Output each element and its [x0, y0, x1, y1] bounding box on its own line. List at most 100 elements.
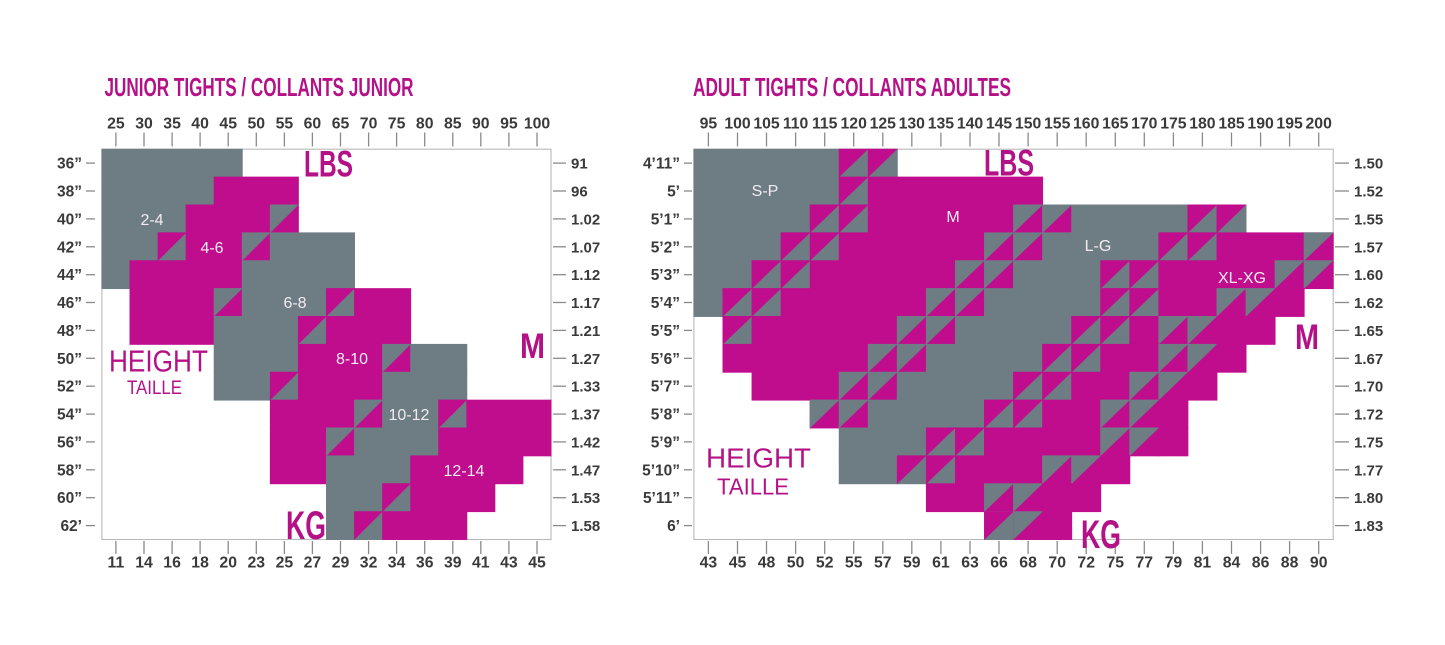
svg-text:66: 66 — [990, 555, 1008, 572]
svg-text:1.27: 1.27 — [571, 351, 600, 368]
svg-text:190: 190 — [1247, 116, 1274, 133]
svg-text:29: 29 — [332, 555, 350, 572]
svg-text:32: 32 — [360, 555, 378, 572]
svg-text:45: 45 — [219, 116, 237, 133]
svg-text:1.75: 1.75 — [1354, 434, 1383, 451]
svg-text:75: 75 — [388, 116, 406, 133]
svg-text:1.58: 1.58 — [571, 518, 600, 535]
svg-text:1.80: 1.80 — [1354, 490, 1383, 507]
svg-text:70: 70 — [360, 116, 378, 133]
svg-text:75: 75 — [1107, 555, 1125, 572]
svg-text:1.57: 1.57 — [1354, 239, 1383, 256]
svg-text:135: 135 — [928, 116, 955, 133]
svg-text:1.42: 1.42 — [571, 434, 600, 451]
svg-text:5’5”: 5’5” — [651, 323, 680, 340]
svg-text:6-8: 6-8 — [283, 295, 306, 312]
svg-text:1.37: 1.37 — [571, 407, 600, 424]
svg-text:30: 30 — [135, 116, 153, 133]
svg-text:JUNIOR TIGHTS / COLLANTS JUNIO: JUNIOR TIGHTS / COLLANTS JUNIOR — [105, 72, 414, 102]
svg-text:80: 80 — [416, 116, 434, 133]
svg-text:5’10”: 5’10” — [642, 462, 680, 479]
svg-text:54”: 54” — [57, 407, 82, 424]
svg-text:55: 55 — [845, 555, 863, 572]
svg-text:62’: 62’ — [60, 518, 82, 535]
svg-text:M: M — [1295, 318, 1319, 357]
svg-text:1.77: 1.77 — [1354, 462, 1383, 479]
svg-text:5’8”: 5’8” — [651, 407, 680, 424]
svg-text:45: 45 — [729, 555, 747, 572]
svg-text:1.52: 1.52 — [1354, 184, 1383, 201]
svg-text:100: 100 — [524, 116, 551, 133]
svg-text:160: 160 — [1073, 116, 1100, 133]
svg-text:5’6”: 5’6” — [651, 351, 680, 368]
svg-text:130: 130 — [899, 116, 926, 133]
svg-text:2-4: 2-4 — [140, 212, 163, 229]
svg-text:155: 155 — [1044, 116, 1071, 133]
svg-text:50”: 50” — [57, 351, 82, 368]
svg-text:16: 16 — [163, 555, 181, 572]
svg-text:56”: 56” — [57, 434, 82, 451]
svg-text:1.07: 1.07 — [571, 239, 600, 256]
svg-text:110: 110 — [783, 116, 809, 133]
svg-text:1.53: 1.53 — [571, 490, 600, 507]
svg-text:M: M — [946, 209, 959, 226]
svg-text:81: 81 — [1194, 555, 1212, 572]
svg-text:41: 41 — [472, 555, 490, 572]
svg-text:52”: 52” — [57, 379, 82, 396]
svg-text:85: 85 — [444, 116, 462, 133]
svg-text:68: 68 — [1019, 555, 1037, 572]
svg-text:84: 84 — [1223, 555, 1241, 572]
svg-text:1.12: 1.12 — [571, 267, 600, 284]
svg-text:43: 43 — [500, 555, 518, 572]
svg-text:23: 23 — [248, 555, 266, 572]
svg-text:125: 125 — [870, 116, 897, 133]
svg-text:1.47: 1.47 — [571, 462, 600, 479]
svg-text:195: 195 — [1276, 116, 1303, 133]
svg-text:25: 25 — [107, 116, 125, 133]
svg-text:45: 45 — [528, 555, 546, 572]
svg-text:25: 25 — [276, 555, 294, 572]
svg-text:34: 34 — [388, 555, 406, 572]
svg-text:4’11”: 4’11” — [643, 156, 680, 173]
svg-text:1.60: 1.60 — [1354, 267, 1383, 284]
svg-text:96: 96 — [571, 184, 588, 201]
svg-text:12-14: 12-14 — [444, 463, 485, 480]
svg-text:18: 18 — [191, 555, 209, 572]
svg-text:48: 48 — [758, 555, 776, 572]
svg-text:115: 115 — [812, 116, 838, 133]
svg-text:90: 90 — [1310, 555, 1328, 572]
svg-text:1.72: 1.72 — [1354, 407, 1383, 424]
svg-text:105: 105 — [753, 116, 780, 133]
svg-text:95: 95 — [700, 116, 718, 133]
svg-text:27: 27 — [304, 555, 322, 572]
svg-text:36: 36 — [416, 555, 434, 572]
svg-text:40”: 40” — [57, 211, 82, 228]
svg-text:14: 14 — [135, 555, 153, 572]
svg-text:65: 65 — [332, 116, 350, 133]
svg-text:48”: 48” — [57, 323, 82, 340]
svg-text:86: 86 — [1252, 555, 1270, 572]
svg-text:HEIGHT: HEIGHT — [706, 443, 811, 474]
svg-text:95: 95 — [500, 116, 518, 133]
svg-text:1.33: 1.33 — [571, 379, 600, 396]
svg-text:XL-XG: XL-XG — [1218, 270, 1266, 287]
svg-text:55: 55 — [276, 116, 294, 133]
svg-text:140: 140 — [957, 116, 984, 133]
svg-text:170: 170 — [1131, 116, 1158, 133]
svg-text:5’9”: 5’9” — [651, 434, 680, 451]
svg-text:5’3”: 5’3” — [651, 267, 680, 284]
svg-text:1.02: 1.02 — [571, 211, 600, 228]
svg-text:20: 20 — [219, 555, 237, 572]
svg-text:1.55: 1.55 — [1354, 211, 1383, 228]
svg-text:91: 91 — [571, 156, 588, 173]
svg-text:145: 145 — [986, 116, 1013, 133]
svg-text:52: 52 — [816, 555, 834, 572]
svg-text:5’7”: 5’7” — [651, 379, 680, 396]
svg-text:10-12: 10-12 — [389, 407, 430, 424]
svg-text:90: 90 — [472, 116, 490, 133]
svg-text:77: 77 — [1136, 555, 1154, 572]
svg-text:46”: 46” — [57, 295, 82, 312]
svg-text:6’: 6’ — [667, 518, 680, 535]
svg-text:88: 88 — [1281, 555, 1299, 572]
svg-text:5’4”: 5’4” — [651, 295, 680, 312]
